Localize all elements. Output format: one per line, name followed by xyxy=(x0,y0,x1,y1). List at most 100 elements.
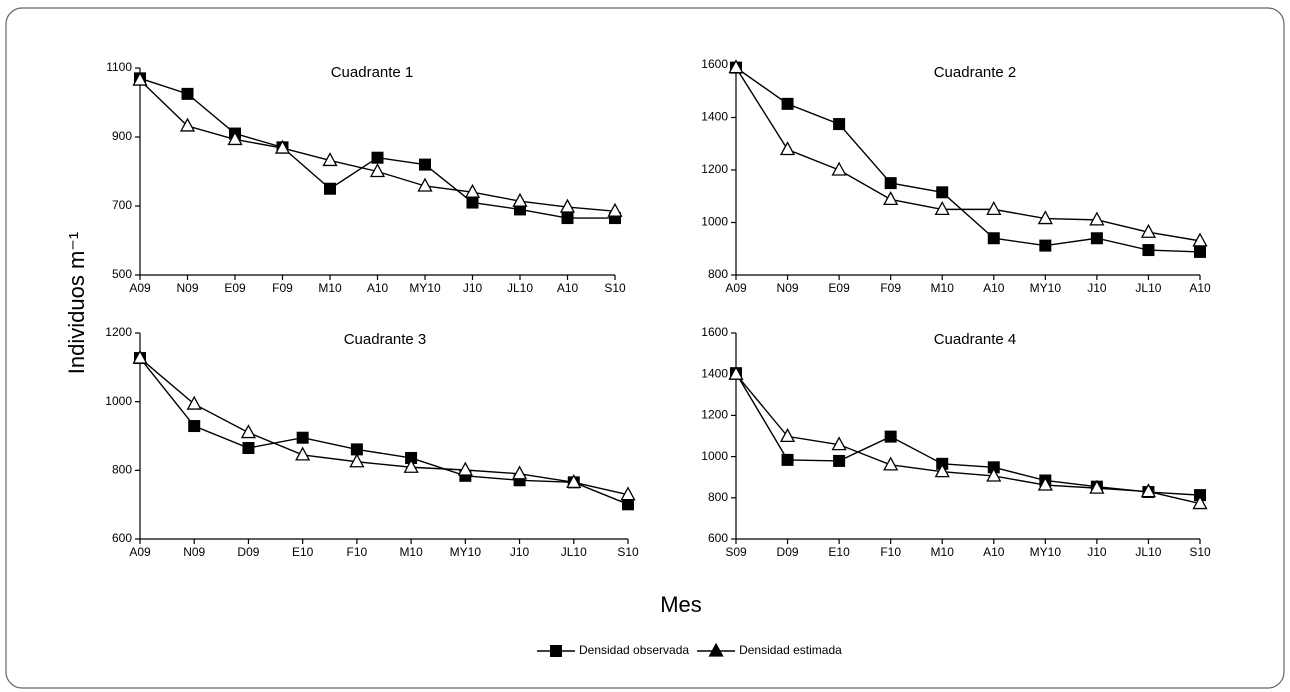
marker-triangle xyxy=(322,152,338,167)
x-tick-label: M10 xyxy=(931,281,955,295)
x-tick-label: E10 xyxy=(292,545,314,559)
marker-triangle xyxy=(512,192,528,207)
y-tick-label: 800 xyxy=(708,490,728,504)
marker-square xyxy=(181,87,194,100)
y-tick-label: 1000 xyxy=(701,449,728,463)
x-tick-label: JL10 xyxy=(1135,545,1161,559)
x-tick-label: F09 xyxy=(272,281,293,295)
x-tick-label: A09 xyxy=(129,545,151,559)
x-tick-label: D09 xyxy=(237,545,259,559)
marker-square xyxy=(466,196,479,209)
marker-square xyxy=(561,212,574,225)
marker-square xyxy=(884,177,897,190)
marker-triangle xyxy=(1192,495,1208,510)
x-tick-label: S10 xyxy=(604,281,626,295)
marker-triangle xyxy=(179,117,196,132)
y-tick-label: 800 xyxy=(708,267,728,281)
marker-triangle xyxy=(883,191,899,206)
x-tick-label: JL10 xyxy=(1135,281,1161,295)
marker-square xyxy=(781,453,794,466)
x-tick-label: J10 xyxy=(1087,545,1107,559)
marker-square xyxy=(242,442,255,455)
y-tick-label: 1600 xyxy=(701,325,728,339)
y-tick-label: 600 xyxy=(112,531,132,545)
y-tick-label: 1600 xyxy=(701,57,728,71)
x-tick-label: D09 xyxy=(777,545,799,559)
y-tick-label: 1400 xyxy=(701,110,728,124)
y-tick-label: 900 xyxy=(112,129,132,143)
marker-square xyxy=(987,461,1000,474)
marker-square xyxy=(371,151,384,164)
series-line xyxy=(735,373,1201,505)
y-tick-label: 1200 xyxy=(701,162,728,176)
marker-triangle xyxy=(883,456,899,471)
marker-triangle xyxy=(1140,223,1157,238)
marker-triangle xyxy=(349,453,365,468)
x-tick-label: E09 xyxy=(828,281,850,295)
series-line xyxy=(735,67,1201,253)
marker-triangle xyxy=(831,436,847,451)
x-tick-label: E10 xyxy=(828,545,850,559)
x-tick-label: A10 xyxy=(1189,281,1211,295)
marker-triangle xyxy=(240,424,257,439)
x-tick-label: E09 xyxy=(224,281,246,295)
marker-triangle xyxy=(1140,483,1157,498)
y-axis-label: Individuos m⁻¹ xyxy=(64,232,89,374)
marker-triangle xyxy=(1037,476,1053,491)
x-axis-label: Mes xyxy=(660,592,702,617)
panel-title: Cuadrante 3 xyxy=(344,331,427,348)
marker-triangle xyxy=(417,177,433,192)
x-tick-label: F10 xyxy=(347,545,368,559)
marker-triangle xyxy=(457,461,473,476)
marker-square xyxy=(622,498,634,511)
x-tick-label: J10 xyxy=(463,281,483,295)
marker-triangle xyxy=(620,486,636,501)
x-tick-label: J10 xyxy=(510,545,530,559)
marker-square xyxy=(350,443,363,456)
y-tick-label: 1400 xyxy=(701,366,728,380)
marker-triangle xyxy=(934,463,950,478)
marker-square xyxy=(1194,489,1206,502)
marker-triangle xyxy=(934,201,950,216)
marker-triangle xyxy=(986,201,1002,216)
marker-triangle xyxy=(1089,211,1105,226)
marker-triangle xyxy=(566,473,582,488)
marker-square xyxy=(987,232,1000,245)
y-tick-label: 600 xyxy=(708,531,728,545)
y-tick-label: 700 xyxy=(112,198,132,212)
marker-square xyxy=(781,97,794,110)
x-tick-label: A10 xyxy=(983,545,1005,559)
x-tick-label: A10 xyxy=(557,281,579,295)
marker-square xyxy=(1142,244,1155,257)
x-tick-label: S10 xyxy=(617,545,639,559)
marker-triangle xyxy=(186,395,202,410)
marker-triangle xyxy=(274,139,291,154)
x-tick-label: MY10 xyxy=(450,545,482,559)
panel-title: Cuadrante 4 xyxy=(934,331,1017,348)
marker-triangle xyxy=(1089,479,1105,494)
marker-triangle xyxy=(779,428,796,443)
x-tick-label: M10 xyxy=(399,545,423,559)
x-tick-label: A10 xyxy=(367,281,389,295)
marker-triangle xyxy=(132,349,148,364)
x-tick-label: S10 xyxy=(1189,545,1211,559)
x-tick-label: A10 xyxy=(983,281,1005,295)
marker-square xyxy=(833,118,846,131)
series-line xyxy=(139,357,629,505)
y-tick-label: 1000 xyxy=(105,394,132,408)
x-tick-label: N09 xyxy=(183,545,205,559)
card xyxy=(5,7,1285,689)
y-tick-label: 1200 xyxy=(701,408,728,422)
x-tick-label: JL10 xyxy=(561,545,587,559)
marker-square xyxy=(419,158,431,171)
marker-triangle xyxy=(132,71,148,86)
x-tick-label: F09 xyxy=(880,281,901,295)
x-tick-label: JL10 xyxy=(507,281,533,295)
marker-triangle xyxy=(227,131,243,146)
marker-triangle xyxy=(511,465,528,480)
y-tick-label: 1200 xyxy=(105,325,132,339)
marker-triangle xyxy=(708,642,724,657)
x-tick-label: MY10 xyxy=(1030,545,1062,559)
marker-triangle xyxy=(559,198,576,213)
marker-triangle xyxy=(1192,232,1208,247)
